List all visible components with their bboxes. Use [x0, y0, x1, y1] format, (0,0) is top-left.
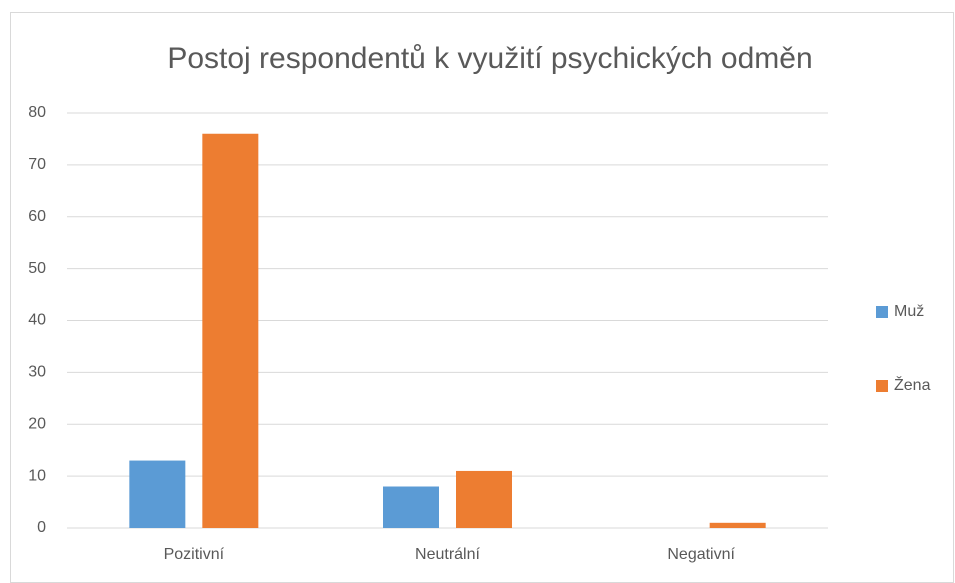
y-tick-label: 80	[28, 104, 46, 121]
bar	[383, 486, 439, 528]
y-tick-label: 30	[28, 364, 46, 381]
bar	[456, 470, 512, 528]
y-tick-label: 0	[37, 519, 46, 536]
chart-title: Postoj respondentů k využití psychických…	[167, 42, 812, 75]
legend-label: Žena	[894, 375, 931, 394]
y-tick-label: 70	[28, 156, 46, 173]
y-tick-label: 10	[28, 467, 46, 484]
x-tick-label: Neutrální	[415, 546, 480, 563]
legend-swatch	[876, 380, 888, 392]
y-tick-label: 50	[28, 260, 46, 277]
bar	[202, 133, 259, 528]
x-tick-label: Pozitivní	[164, 546, 225, 563]
bar	[709, 522, 766, 528]
y-tick-label: 40	[28, 312, 46, 329]
y-tick-label: 20	[28, 415, 46, 432]
legend-swatch	[876, 306, 888, 318]
x-tick-label: Negativní	[667, 546, 735, 563]
legend-label: Muž	[894, 303, 924, 320]
y-tick-label: 60	[28, 208, 46, 225]
bar	[129, 460, 186, 528]
